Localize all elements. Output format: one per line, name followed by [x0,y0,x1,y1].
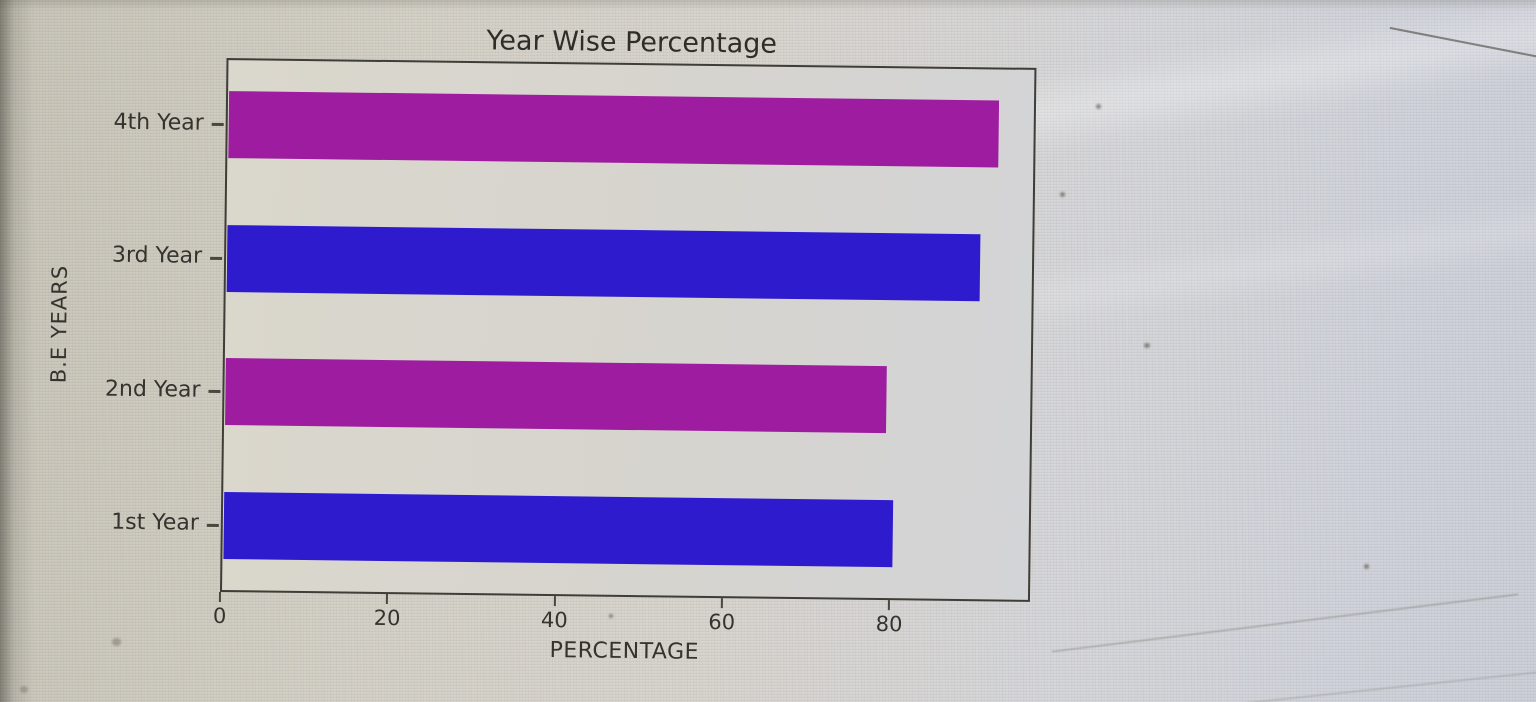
bar-3rd-year [226,224,981,302]
y-tick-label-1st-year: 1st Year [111,509,199,536]
plot-area [220,58,1037,602]
x-tick-mark-0 [218,591,221,603]
x-tick-label-20: 20 [373,605,401,631]
y-tick-mark-3rd-year [210,256,223,260]
y-tick-mark-2nd-year [208,390,221,394]
x-tick-mark-20 [386,594,389,605]
y-tick-mark-1st-year [206,523,219,527]
y-tick-label-4th-year: 4th Year [113,109,204,136]
bar-1st-year [223,491,894,567]
y-tick-label-3rd-year: 3rd Year [111,242,203,270]
chart-title: Year Wise Percentage [486,25,778,60]
y-tick-label-2nd-year: 2nd Year [104,376,201,403]
bar-2nd-year [225,358,887,434]
x-tick-mark-60 [720,598,724,609]
x-tick-label-0: 0 [212,603,227,629]
y-tick-mark-4th-year [211,123,224,127]
bar-4th-year [228,91,1000,168]
y-axis-title: B.E YEARS [46,264,72,384]
x-axis-title: PERCENTAGE [549,638,700,665]
x-tick-label-80: 80 [875,612,903,637]
x-tick-label-60: 60 [708,609,736,635]
x-tick-mark-80 [888,600,891,611]
x-tick-label-40: 40 [540,607,568,633]
x-tick-mark-40 [553,596,556,607]
